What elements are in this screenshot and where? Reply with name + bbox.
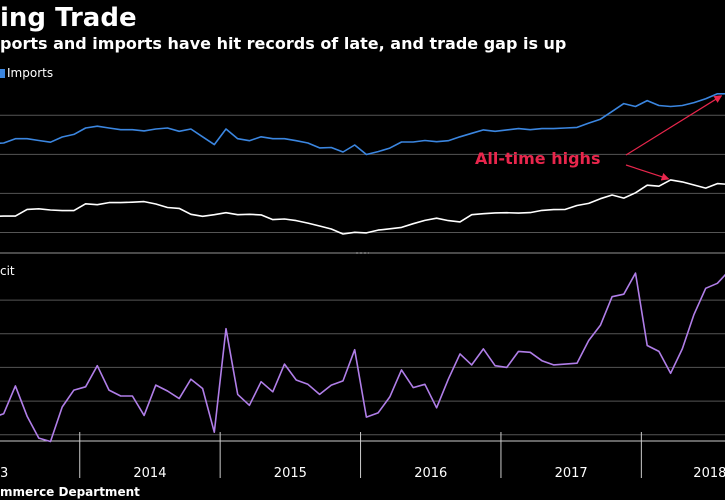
top-panel-gridlines (0, 114, 725, 233)
chart-legend: Imports (0, 66, 53, 80)
annotation-layer: All-time highs (475, 95, 723, 181)
x-tick-label-2: 2015 (274, 466, 307, 481)
annotation-arrow-exports-high (625, 164, 670, 181)
x-tick-label-5: 2018 (693, 466, 725, 481)
legend-label-imports: Imports (7, 66, 54, 80)
x-tick-label-0: 3 (0, 466, 8, 481)
bottom-panel-label: cit (0, 264, 15, 278)
x-tick-label-3: 2016 (414, 466, 447, 481)
legend-swatch-imports (0, 68, 5, 78)
series-layer (0, 93, 725, 443)
series-line-exports (0, 179, 725, 235)
bottom-panel-gridlines (0, 299, 725, 436)
annotation-all-time-highs: All-time highs (475, 149, 600, 168)
page-title: ing Trade (0, 3, 137, 33)
x-tick-label-4: 2017 (555, 466, 588, 481)
series-line-imports (0, 93, 725, 156)
x-tick-label-1: 2014 (133, 466, 166, 481)
series-line-deficit (0, 272, 725, 443)
x-axis: 3 2014 2015 2016 2017 2018 (0, 432, 725, 481)
page-subtitle: ports and imports have hit records of la… (0, 34, 567, 53)
annotation-arrow-imports-high (625, 95, 723, 156)
source-note: mmerce Department (0, 485, 140, 499)
panel-dividers (0, 252, 725, 442)
